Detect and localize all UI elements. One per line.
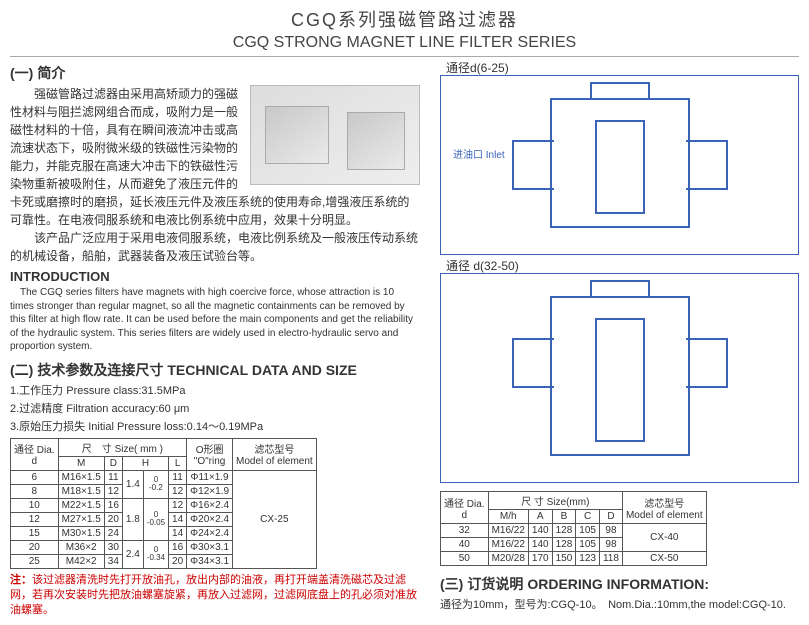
section2-title-en: TECHNICAL DATA AND SIZE [167, 362, 357, 378]
intro-text-en: The CGQ series filters have magnets with… [10, 286, 420, 354]
diagram1-inlet-label: 进油口 Inlet [453, 146, 505, 161]
two-column-layout: (一) 简介 强磁管路过滤器由采用高矫顽力的强磁性材料与阻拦滤网组合而成，吸附力… [10, 61, 799, 619]
divider [10, 56, 799, 57]
param-filtration: 2.过滤精度 Filtration accuracy:60 μm [10, 400, 420, 416]
intro-head-en: INTRODUCTION [10, 269, 420, 284]
title-cn: CGQ系列强磁管路过滤器 [10, 6, 799, 32]
section1-num: (一) [10, 63, 33, 83]
dimension-table-small: 通径 Dia.d尺 寸 Size( mm )O形圈"O"ring滤芯型号Mode… [10, 438, 317, 569]
diagram2-label: 通径 d(32-50) [446, 257, 519, 274]
section1-head: (一) 简介 [10, 63, 420, 83]
section2-num: (二) [10, 360, 33, 380]
diagram2-core [595, 318, 645, 442]
diagram1-label: 通径d(6-25) [446, 59, 509, 76]
footnote-label: 注： [10, 574, 32, 586]
section3-title-cn: 订货说明 [467, 574, 523, 594]
diagram2-cap [590, 280, 650, 298]
diagram1-core [595, 120, 645, 214]
section3: (三) 订货说明 ORDERING INFORMATION: 通径为10mm，型… [440, 574, 799, 612]
diagram2-body [550, 296, 690, 456]
footnote-text: 该过滤器清洗时先打开放油孔，放出内部的油液，再打开端盖清洗磁芯及过滤网，若再次安… [10, 574, 417, 617]
diagram1-body [550, 98, 690, 228]
dimension-table-large: 通径 Dia.d尺 寸 Size(mm)滤芯型号Model of element… [440, 491, 707, 566]
product-photo [250, 85, 420, 185]
technical-diagram-1: 进油口 Inlet [440, 75, 799, 255]
technical-diagram-2 [440, 273, 799, 483]
param-pressure: 1.工作压力 Pressure class:31.5MPa [10, 382, 420, 398]
section2-head: (二) 技术参数及连接尺寸 TECHNICAL DATA AND SIZE [10, 360, 420, 380]
ordering-example: 通径为10mm，型号为:CGQ-10。 Nom.Dia.:10mm,the mo… [440, 596, 799, 612]
footnote: 注：该过滤器清洗时先打开放油孔，放出内部的油液，再打开端盖清洗磁芯及过滤网，若再… [10, 573, 420, 619]
section3-title-en: ORDERING INFORMATION: [527, 576, 709, 592]
title-en: CGQ STRONG MAGNET LINE FILTER SERIES [10, 34, 799, 52]
section1-title: 简介 [37, 63, 65, 83]
section3-head: (三) 订货说明 ORDERING INFORMATION: [440, 574, 799, 594]
diagram1-cap [590, 82, 650, 100]
param-loss: 3.原始压力损失 Initial Pressure loss:0.14～0.19… [10, 418, 420, 434]
left-column: (一) 简介 强磁管路过滤器由采用高矫顽力的强磁性材料与阻拦滤网组合而成，吸附力… [10, 61, 420, 619]
right-column: 通径d(6-25) 进油口 Inlet 通径 d(32-50) 通径 Dia.d… [440, 61, 799, 619]
section3-num: (三) [440, 574, 463, 594]
section2-title-cn: 技术参数及连接尺寸 [37, 360, 163, 380]
title-block: CGQ系列强磁管路过滤器 CGQ STRONG MAGNET LINE FILT… [10, 6, 799, 52]
